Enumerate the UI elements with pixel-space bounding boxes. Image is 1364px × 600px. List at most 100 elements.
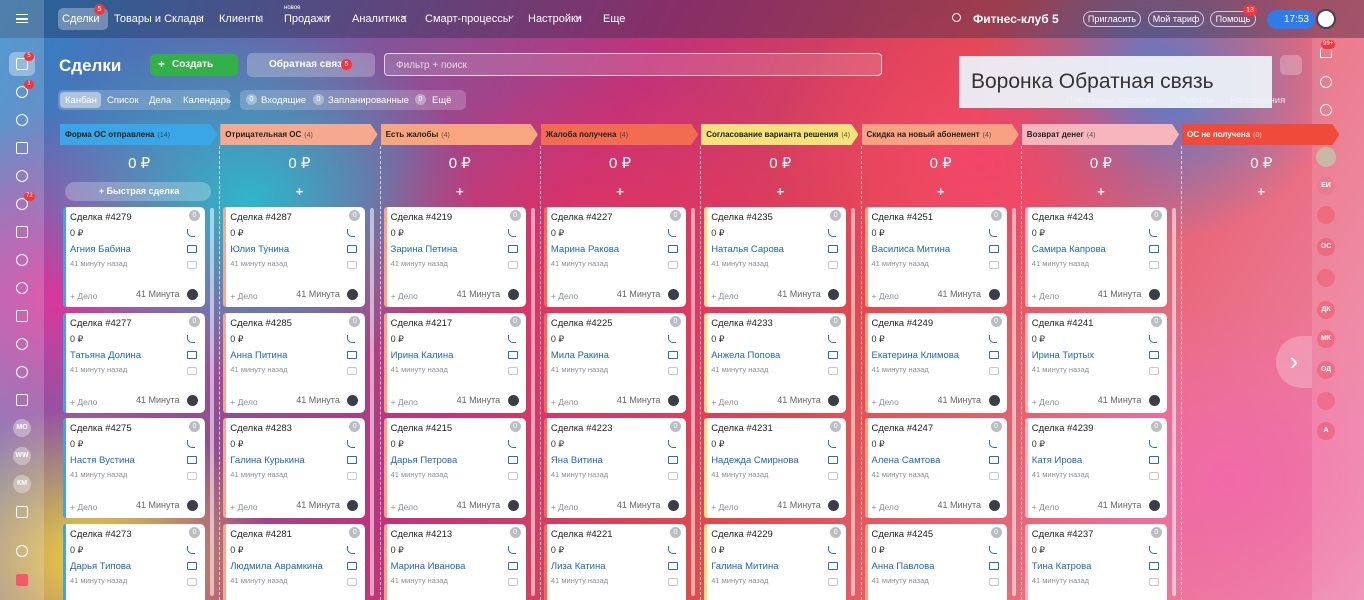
right-chat-icon[interactable] xyxy=(1317,206,1335,224)
deal-task[interactable]: + Дело xyxy=(711,397,739,407)
deal-task[interactable]: + Дело xyxy=(711,291,739,301)
mail-icon[interactable] xyxy=(667,245,678,253)
chat-icon[interactable] xyxy=(347,367,358,375)
quick-deal-bg[interactable] xyxy=(65,182,211,201)
deal-title[interactable]: Сделка #4283 xyxy=(230,423,292,434)
sidebar-icon[interactable] xyxy=(16,310,28,322)
responsible-avatar[interactable] xyxy=(667,500,679,511)
deal-task[interactable]: + Дело xyxy=(711,502,739,512)
deal-contact[interactable]: Зарина Петина xyxy=(390,244,458,255)
chat-icon[interactable] xyxy=(187,472,197,480)
chat-icon[interactable] xyxy=(667,367,678,375)
mail-icon[interactable] xyxy=(347,351,358,359)
mail-icon[interactable] xyxy=(828,351,839,359)
deal-task[interactable]: + Дело xyxy=(1031,397,1060,407)
sidebar-avatar[interactable]: МО xyxy=(13,419,31,437)
pipeline-button[interactable] xyxy=(247,53,375,77)
user-avatar[interactable] xyxy=(1316,9,1336,29)
deal-card[interactable]: Сделка #4281 0 0 ₽ Людмила Аврамкина 41 мину… xyxy=(223,524,366,600)
deal-card[interactable]: Сделка #4221 0 0 ₽ Лиза Катина 41 минуту наз… xyxy=(543,524,686,600)
deal-card[interactable]: Сделка #4239 0 0 ₽ Катя Ирова 41 минуту наза… xyxy=(1024,418,1167,518)
counter-label[interactable]: Запланированные xyxy=(328,95,409,106)
deal-title[interactable]: Сделка #4227 xyxy=(550,212,613,223)
responsible-avatar[interactable] xyxy=(347,395,359,406)
chat-icon[interactable] xyxy=(828,261,839,269)
right-avatar[interactable]: ОС xyxy=(1317,238,1335,256)
deal-task[interactable]: + Дело xyxy=(1031,502,1060,512)
phone-icon[interactable] xyxy=(507,546,516,554)
sidebar-avatar[interactable]: КМ xyxy=(13,475,31,493)
deal-card[interactable]: Сделка #4231 0 0 ₽ Надежда Смирнова 41 минут… xyxy=(704,418,847,518)
deal-task[interactable]: + Дело xyxy=(1031,291,1060,301)
mail-icon[interactable] xyxy=(1148,562,1159,570)
chat-icon[interactable] xyxy=(507,472,518,480)
right-avatar[interactable]: МК xyxy=(1317,330,1335,348)
deal-card[interactable]: Сделка #4237 0 0 ₽ Тина Катрова 41 минуту на… xyxy=(1024,524,1167,600)
phone-icon[interactable] xyxy=(187,546,195,554)
chat-icon[interactable] xyxy=(988,367,999,375)
deal-contact[interactable]: Ирина Тиртых xyxy=(1031,350,1095,361)
chat-icon[interactable] xyxy=(187,578,197,586)
phone-icon[interactable] xyxy=(1148,229,1157,237)
deal-title[interactable]: Сделка #4231 xyxy=(711,423,773,434)
phone-icon[interactable] xyxy=(187,335,195,343)
phone-icon[interactable] xyxy=(507,229,516,237)
pipeline-label[interactable]: Обратная связь xyxy=(269,59,349,70)
deal-contact[interactable]: Наталья Сарова xyxy=(711,244,784,255)
phone-icon[interactable] xyxy=(507,335,516,343)
counter-label[interactable]: Ещё xyxy=(432,95,452,106)
deal-title[interactable]: Сделка #4281 xyxy=(230,529,292,540)
deal-title[interactable]: Сделка #4285 xyxy=(230,318,292,329)
deal-title[interactable]: Сделка #4245 xyxy=(871,529,934,540)
deal-card[interactable]: Сделка #4233 0 0 ₽ Анжела Попова 41 минуту н… xyxy=(704,313,847,413)
deal-card[interactable]: Сделка #4217 0 0 ₽ Ирина Калина 41 минуту на… xyxy=(383,313,526,413)
deal-title[interactable]: Сделка #4239 xyxy=(1031,423,1094,434)
phone-icon[interactable] xyxy=(1148,440,1157,448)
deal-title[interactable]: Сделка #4217 xyxy=(390,318,453,329)
deal-task[interactable]: + Дело xyxy=(230,502,258,512)
deal-card[interactable]: Сделка #4245 0 0 ₽ Анна Павлова 41 минуту на… xyxy=(864,524,1007,600)
responsible-avatar[interactable] xyxy=(507,395,519,406)
phone-icon[interactable] xyxy=(187,229,195,237)
deal-title[interactable]: Сделка #4223 xyxy=(550,423,613,434)
sidebar-icon[interactable] xyxy=(16,114,28,126)
deal-title[interactable]: Сделка #4279 xyxy=(70,212,132,223)
column-add[interactable]: + xyxy=(1097,184,1105,199)
deal-card[interactable]: Сделка #4215 0 0 ₽ Дарья Петрова 41 минуту н… xyxy=(383,418,526,518)
deal-title[interactable]: Сделка #4219 xyxy=(390,212,453,223)
column-add[interactable]: + xyxy=(1257,184,1266,199)
responsible-avatar[interactable] xyxy=(1148,395,1160,406)
next-arrow[interactable]: › xyxy=(1276,336,1312,388)
mail-icon[interactable] xyxy=(187,245,197,253)
deal-card[interactable]: Сделка #4285 0 0 ₽ Анна Питина 41 минуту наз… xyxy=(223,313,366,413)
phone-icon[interactable] xyxy=(187,440,195,448)
nav-item[interactable]: Смарт-процессы xyxy=(425,13,511,25)
deal-contact[interactable]: Агния Бабина xyxy=(70,244,131,255)
chat-icon[interactable] xyxy=(187,367,197,375)
responsible-avatar[interactable] xyxy=(1148,289,1160,300)
deal-contact[interactable]: Яна Витина xyxy=(550,455,603,466)
phone-icon[interactable] xyxy=(667,440,676,448)
chat-icon[interactable] xyxy=(507,261,518,269)
deal-card[interactable]: Сделка #4229 0 0 ₽ Галина Митина 41 минуту н… xyxy=(704,524,847,600)
responsible-avatar[interactable] xyxy=(347,500,359,511)
view-tab[interactable]: Дела xyxy=(149,95,172,106)
deal-contact[interactable]: Самира Капрова xyxy=(1031,244,1106,255)
chat-icon[interactable] xyxy=(667,578,678,586)
sidebar-icon[interactable] xyxy=(16,574,28,586)
mail-icon[interactable] xyxy=(347,245,358,253)
column-add[interactable]: + xyxy=(455,184,464,199)
deal-card[interactable]: Сделка #4273 0 0 ₽ Дарья Типова 41 минуту на… xyxy=(63,524,205,600)
deal-contact[interactable]: Надежда Смирнова xyxy=(711,455,799,466)
deal-task[interactable]: + Дело xyxy=(70,291,98,301)
right-avatar[interactable]: ОД xyxy=(1317,361,1335,379)
mail-icon[interactable] xyxy=(1148,351,1159,359)
sidebar-icon[interactable] xyxy=(16,170,28,182)
deal-contact[interactable]: Лиза Катина xyxy=(550,561,606,572)
chat-icon[interactable] xyxy=(347,261,358,269)
deal-card[interactable]: Сделка #4243 0 0 ₽ Самира Капрова 41 минуту … xyxy=(1024,207,1167,307)
chat-icon[interactable] xyxy=(828,578,839,586)
mail-icon[interactable] xyxy=(1148,456,1159,464)
sidebar-icon[interactable] xyxy=(16,142,28,154)
settings-button[interactable] xyxy=(1280,55,1302,75)
